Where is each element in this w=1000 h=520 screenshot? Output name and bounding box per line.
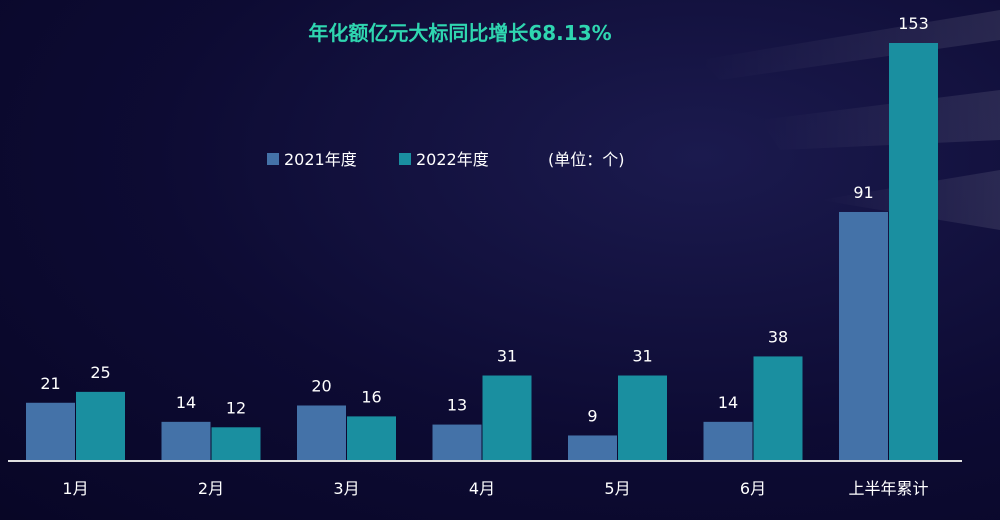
labels-group: 21 25 1月 14 12 2月 20 16 3月 13 31 4月 9 31 5月 14 38 6月 91 153…	[40, 14, 928, 498]
unit-note: (单位：个)	[548, 150, 625, 169]
bars-group	[26, 43, 938, 460]
category-label-0: 1月	[62, 479, 88, 498]
data-label-2022-0: 25	[90, 363, 110, 382]
data-label-2021-6: 91	[853, 183, 873, 202]
data-label-2022-1: 12	[226, 398, 246, 417]
bar-2021-1	[161, 421, 211, 460]
bar-2022-6	[889, 43, 938, 460]
bar-2022-3	[482, 375, 532, 460]
bar-2022-2	[347, 416, 396, 460]
bar-2022-1	[211, 427, 261, 460]
bar-2021-2	[297, 405, 346, 460]
legend-label-2021: 2021年度	[284, 150, 357, 169]
data-label-2021-5: 14	[718, 393, 738, 412]
category-label-6: 上半年累计	[848, 479, 928, 498]
background-streaks	[700, 10, 1000, 230]
data-label-2021-2: 20	[311, 376, 331, 395]
chart-title: 年化额亿元大标同比增长68.13%	[308, 21, 611, 45]
bar-2022-4	[618, 375, 667, 460]
bar-2021-4	[568, 435, 617, 460]
legend-swatch-2021	[267, 153, 279, 165]
bar-2021-3	[432, 424, 482, 460]
bar-2021-5	[703, 421, 753, 460]
category-label-1: 2月	[198, 479, 224, 498]
legend: 2021年度 2022年度 (单位：个)	[267, 150, 625, 169]
data-label-2022-4: 31	[632, 347, 652, 366]
category-label-3: 4月	[469, 479, 495, 498]
category-label-5: 6月	[740, 479, 766, 498]
legend-swatch-2022	[399, 153, 411, 165]
bar-2022-5	[753, 356, 803, 460]
data-label-2022-5: 38	[768, 327, 788, 346]
data-label-2022-2: 16	[361, 387, 381, 406]
data-label-2021-3: 13	[447, 396, 467, 415]
data-label-2021-1: 14	[176, 393, 196, 412]
bar-2021-0	[26, 402, 75, 460]
data-label-2021-0: 21	[40, 374, 60, 393]
data-label-2021-4: 9	[587, 406, 597, 425]
category-label-4: 5月	[604, 479, 630, 498]
legend-label-2022: 2022年度	[416, 150, 489, 169]
category-label-2: 3月	[333, 479, 359, 498]
data-label-2022-6: 153	[898, 14, 929, 33]
bar-2021-6	[839, 211, 888, 460]
data-label-2022-3: 31	[497, 347, 517, 366]
bar-2022-0	[76, 391, 125, 460]
